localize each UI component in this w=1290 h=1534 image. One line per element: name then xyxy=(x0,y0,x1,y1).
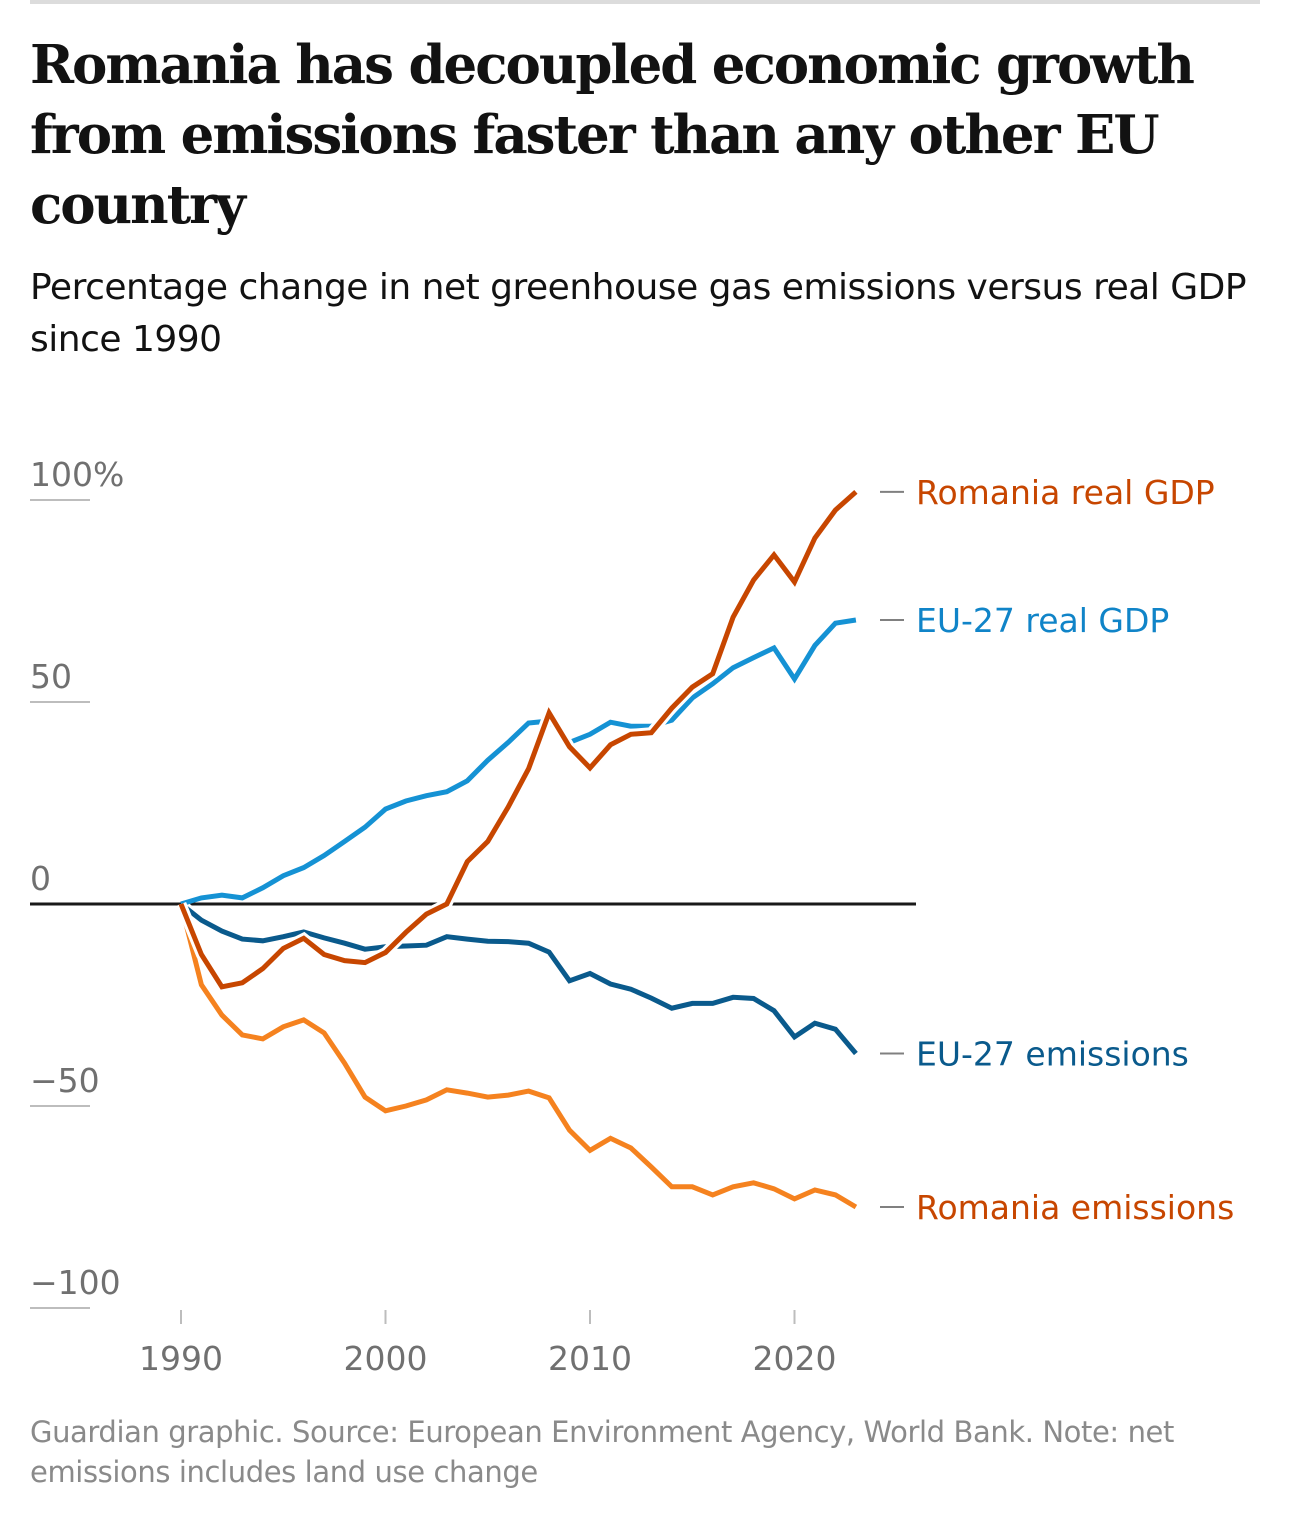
series-label-romania-real-gdp: Romania real GDP xyxy=(916,473,1215,512)
line-chart: 100% 50 0 −50 −100 1990 2000 2010 2020 Romania … xyxy=(30,455,1234,1378)
chart-subtitle: Percentage change in net greenhouse gas … xyxy=(30,267,1247,360)
series-line-romania-emissions xyxy=(178,903,858,1210)
series-halo-eu-27-emissions xyxy=(177,899,861,1058)
x-tick-label: 2010 xyxy=(548,1339,632,1378)
y-tick-label: 0 xyxy=(30,859,51,898)
series-line-eu-27-real-gdp xyxy=(180,617,857,907)
x-tick-label: 2020 xyxy=(753,1339,837,1378)
series-label-eu-27-emissions: EU-27 emissions xyxy=(916,1034,1189,1073)
y-tick-label: 50 xyxy=(30,657,72,696)
series-halo-romania-real-gdp xyxy=(175,487,860,993)
y-tick-label: −100 xyxy=(30,1263,121,1302)
series-line-eu-27-emissions xyxy=(179,902,858,1056)
series-group xyxy=(175,487,861,1210)
top-rule xyxy=(30,0,1260,4)
y-tick-label: −50 xyxy=(30,1061,100,1100)
chart-title: Romania has decoupled economic growth fr… xyxy=(30,34,1195,236)
series-line-romania-real-gdp xyxy=(178,490,858,990)
y-tick-label: 100% xyxy=(30,455,124,494)
series-label-eu-27-real-gdp: EU-27 real GDP xyxy=(916,601,1169,640)
series-label-romania-emissions: Romania emissions xyxy=(916,1188,1234,1227)
x-axis: 1990 2000 2010 2020 xyxy=(139,1310,836,1378)
source-note: Guardian graphic. Source: European Envir… xyxy=(30,1415,1174,1489)
x-tick-label: 2000 xyxy=(344,1339,428,1378)
series-labels: Romania real GDP EU-27 real GDP EU-27 emis… xyxy=(880,473,1234,1227)
y-axis: 100% 50 0 −50 −100 xyxy=(30,455,124,1309)
x-tick-label: 1990 xyxy=(139,1339,223,1378)
